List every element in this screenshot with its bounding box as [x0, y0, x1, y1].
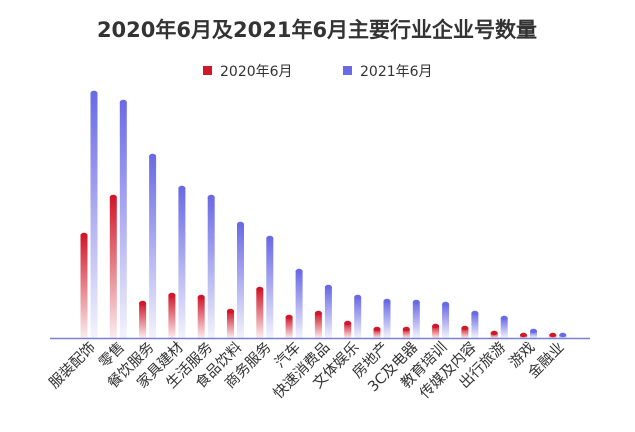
bar-cap: [285, 314, 293, 320]
bar-2020: [285, 317, 293, 338]
chart-title: 2020年6月及2021年6月主要行业企业号数量: [97, 18, 537, 42]
legend-label-2021: 2021年6月: [360, 64, 433, 80]
bar-2021: [119, 102, 127, 338]
x-tick-label: 服装配饰: [46, 339, 99, 392]
bar-2020: [461, 328, 469, 338]
bar-2021: [471, 313, 479, 338]
bar-2021: [90, 93, 98, 338]
bar-cap: [402, 326, 410, 332]
bar-cap: [178, 185, 186, 191]
bar-2020: [490, 333, 498, 338]
bar-cap: [90, 90, 98, 96]
bar-cap: [324, 284, 332, 290]
bar-cap: [559, 332, 567, 338]
bar-cap: [412, 299, 420, 305]
bar-cap: [266, 235, 274, 241]
bar-2020: [314, 313, 322, 338]
legend-label-2020: 2020年6月: [220, 64, 293, 80]
bar-2021: [412, 302, 420, 338]
bar-2021: [383, 301, 391, 338]
bar-2020: [227, 311, 234, 338]
bar-cap: [344, 320, 352, 326]
bar-2021: [237, 224, 244, 338]
bar-cap: [373, 326, 381, 332]
bar-cap: [119, 99, 127, 105]
bar-cap: [461, 325, 469, 331]
bar-2021: [295, 271, 303, 338]
bar-2021: [530, 331, 537, 338]
bar-2020: [432, 326, 440, 338]
bar-2021: [149, 156, 157, 338]
bar-cap: [442, 301, 450, 307]
bar-cap: [109, 194, 117, 200]
bar-cap: [432, 323, 440, 329]
bar-cap: [197, 294, 205, 300]
legend: 2020年6月 2021年6月: [203, 64, 433, 80]
bar-cap: [80, 232, 88, 238]
bar-2021: [266, 238, 274, 338]
bar-cap: [549, 332, 557, 338]
bar-2021: [500, 318, 508, 338]
bar-2020: [197, 297, 205, 338]
bar-cap: [256, 286, 264, 292]
bar-cap: [207, 194, 215, 200]
bar-2021: [354, 297, 362, 338]
bar-cap: [471, 310, 479, 316]
bar-2021: [178, 188, 186, 338]
bar-cap: [530, 328, 537, 334]
bar-2020: [80, 235, 88, 338]
bar-2020: [256, 289, 264, 338]
legend-swatch-2020: [203, 66, 212, 75]
bar-cap: [520, 332, 527, 338]
bar-cap: [354, 294, 362, 300]
bar-cap: [149, 153, 157, 159]
legend-swatch-2021: [343, 66, 352, 75]
bar-2020: [344, 323, 352, 338]
bar-cap: [227, 308, 234, 314]
bar-2021: [442, 304, 450, 338]
bar-cap: [314, 310, 322, 316]
bar-2020: [168, 295, 176, 338]
bar-cap: [139, 300, 147, 306]
bar-cap: [295, 268, 303, 274]
bar-cap: [237, 221, 244, 227]
bar-2020: [373, 329, 381, 338]
bar-2020: [139, 303, 147, 338]
bar-cap: [383, 298, 391, 304]
bar-2021: [207, 197, 215, 338]
bar-cap: [490, 330, 498, 336]
bar-cap: [168, 292, 176, 298]
bar-2021: [324, 287, 332, 338]
bar-2020: [109, 197, 117, 338]
bar-2020: [402, 329, 410, 338]
bar-cap: [500, 315, 508, 321]
